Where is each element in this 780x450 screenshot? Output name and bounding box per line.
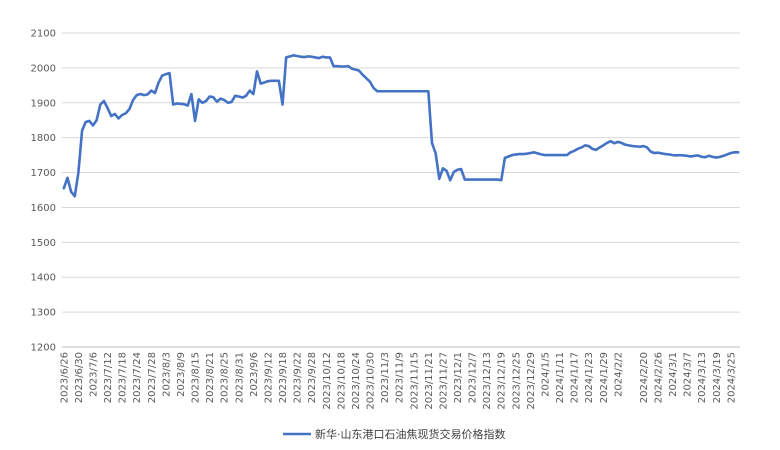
x-tick-label: 2023/12/19: [497, 352, 508, 410]
x-tick-label: 2023/12/29: [526, 352, 537, 410]
x-tick-label: 2023/11/3: [380, 352, 391, 403]
x-tick-label: 2024/1/29: [599, 352, 610, 403]
x-tick-label: 2023/7/6: [88, 352, 99, 397]
x-tick-label: 2023/10/12: [322, 352, 333, 410]
x-tick-label: 2023/9/12: [263, 352, 274, 403]
x-tick-label: 2024/3/1: [668, 352, 679, 397]
x-tick-label: 2023/11/15: [409, 352, 420, 410]
x-tick-label: 2023/10/24: [351, 352, 362, 410]
y-tick-label: 1200: [31, 343, 56, 354]
y-tick-label: 2000: [31, 63, 56, 74]
x-tick-label: 2023/9/22: [293, 352, 304, 403]
legend: 新华·山东港口石油焦现货交易价格指数: [283, 427, 506, 441]
x-tick-label: 2023/9/28: [307, 352, 318, 403]
x-tick-label: 2023/8/25: [220, 352, 231, 403]
x-tick-label: 2024/2/2: [613, 352, 624, 397]
y-tick-label: 1400: [31, 273, 56, 284]
x-tick-label: 2023/7/12: [103, 352, 114, 403]
x-tick-label: 2023/7/24: [132, 352, 143, 403]
x-tick-label: 2023/8/31: [234, 352, 245, 403]
y-tick-label: 1300: [31, 308, 56, 319]
x-tick-label: 2023/12/13: [482, 352, 493, 410]
x-tick-label: 2024/1/17: [570, 352, 581, 403]
x-tick-label: 2023/11/27: [438, 352, 449, 410]
legend-label: 新华·山东港口石油焦现货交易价格指数: [315, 427, 506, 441]
x-tick-label: 2024/1/23: [584, 352, 595, 403]
y-tick-label: 1500: [31, 238, 56, 249]
x-tick-label: 2023/8/15: [191, 352, 202, 403]
x-tick-label: 2023/10/18: [336, 352, 347, 410]
x-tick-label: 2023/8/9: [176, 352, 187, 397]
series-line: [62, 54, 740, 198]
x-tick-label: 2023/8/21: [205, 352, 216, 403]
y-tick-label: 1600: [31, 203, 56, 214]
x-tick-label: 2024/2/26: [653, 352, 664, 403]
x-tick-label: 2023/9/18: [278, 352, 289, 403]
x-tick-label: 2023/12/1: [453, 352, 464, 403]
x-tick-label: 2024/1/5: [540, 352, 551, 397]
x-tick-label: 2023/9/6: [249, 352, 260, 397]
y-axis-ticks: 1200 1300 1400 1500 1600 1700 1800 1900 2000 2100: [31, 29, 56, 354]
x-axis-ticks: 2023/6/26 2023/6/30 2023/7/6 2023/7/12 2023/…: [59, 352, 737, 410]
y-tick-label: 1900: [31, 98, 56, 109]
x-tick-label: 2024/3/13: [697, 352, 708, 403]
x-tick-label: 2023/7/28: [147, 352, 158, 403]
y-tick-label: 1700: [31, 168, 56, 179]
x-tick-label: 2023/8/3: [161, 352, 172, 397]
x-tick-label: 2023/12/25: [511, 352, 522, 410]
y-tick-label: 1800: [31, 133, 56, 144]
x-tick-label: 2024/3/7: [683, 352, 694, 397]
y-tick-label: 2100: [31, 29, 56, 40]
x-tick-label: 2024/1/11: [555, 352, 566, 403]
x-tick-label: 2023/10/30: [366, 352, 377, 410]
x-tick-label: 2024/3/25: [726, 352, 737, 403]
x-tick-label: 2024/3/19: [712, 352, 723, 403]
x-tick-label: 2023/7/18: [118, 352, 129, 403]
x-tick-label: 2023/6/26: [59, 352, 70, 403]
x-tick-label: 2023/11/21: [424, 352, 435, 410]
x-tick-label: 2023/12/7: [468, 352, 479, 403]
x-tick-label: 2024/2/20: [639, 352, 650, 403]
x-tick-label: 2023/11/9: [395, 352, 406, 403]
x-tick-label: 2023/6/30: [74, 352, 85, 403]
